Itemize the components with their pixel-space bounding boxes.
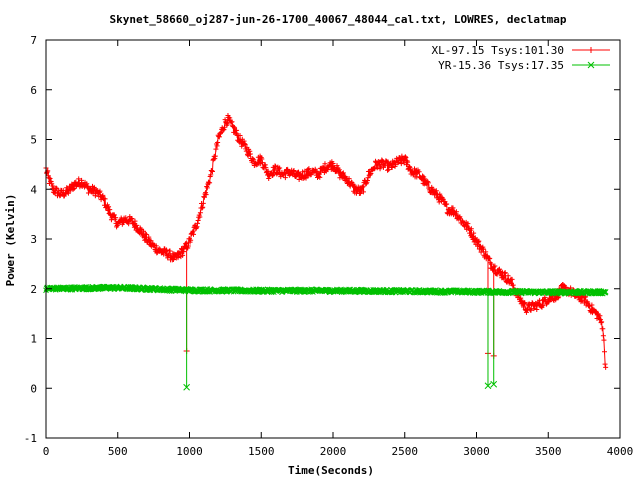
legend-entry-2: YR-15.36 Tsys:17.35 <box>438 59 610 72</box>
series-1-line <box>45 115 607 368</box>
legend-swatch-marker <box>587 61 595 69</box>
series-1 <box>43 113 609 370</box>
y-tick-label: 6 <box>30 84 37 97</box>
x-tick-label: 500 <box>108 445 128 458</box>
legend-swatch-marker <box>588 47 594 53</box>
legend-label: YR-15.36 Tsys:17.35 <box>438 59 564 72</box>
plot-frame <box>45 39 621 439</box>
x-tick-label: 1000 <box>176 445 203 458</box>
x-tick-label: 3500 <box>535 445 562 458</box>
y-tick-label: -1 <box>24 432 37 445</box>
series-2-dip-1 <box>183 290 190 391</box>
series-layer <box>43 113 609 391</box>
x-axis-label: Time(Seconds) <box>288 464 374 477</box>
x-tick-label: 4000 <box>607 445 634 458</box>
x-tick-label: 1500 <box>248 445 275 458</box>
y-tick-label: 7 <box>30 34 37 47</box>
x-tick-label: 0 <box>43 445 50 458</box>
y-tick-label: 2 <box>30 283 37 296</box>
x-tick-label: 2500 <box>392 445 419 458</box>
x-tick-label: 3000 <box>463 445 490 458</box>
y-tick-label: 3 <box>30 233 37 246</box>
series-2-dip-2 <box>484 291 492 390</box>
series-2-markers <box>43 283 609 297</box>
series-1-markers <box>43 113 609 370</box>
series-2-dip-3 <box>490 291 498 388</box>
y-axis-label: Power (Kelvin) <box>4 194 17 287</box>
y-tick-label: 4 <box>30 183 37 196</box>
chart-title: Skynet_58660_oj287-jun-26-1700_40067_480… <box>110 13 567 26</box>
y-tick-label: 5 <box>30 134 37 147</box>
legend-label: XL-97.15 Tsys:101.30 <box>432 44 564 57</box>
x-tick-label: 2000 <box>320 445 347 458</box>
legend: XL-97.15 Tsys:101.30 YR-15.36 Tsys:17.35 <box>432 44 610 72</box>
y-tick-label: 0 <box>30 382 37 395</box>
axes-layer: 0 500 1000 1500 2000 2500 3000 3500 4000 -1 0 1 2 3 4 5… <box>24 34 634 458</box>
legend-entry-1: XL-97.15 Tsys:101.30 <box>432 44 610 57</box>
y-tick-label: 1 <box>30 333 37 346</box>
